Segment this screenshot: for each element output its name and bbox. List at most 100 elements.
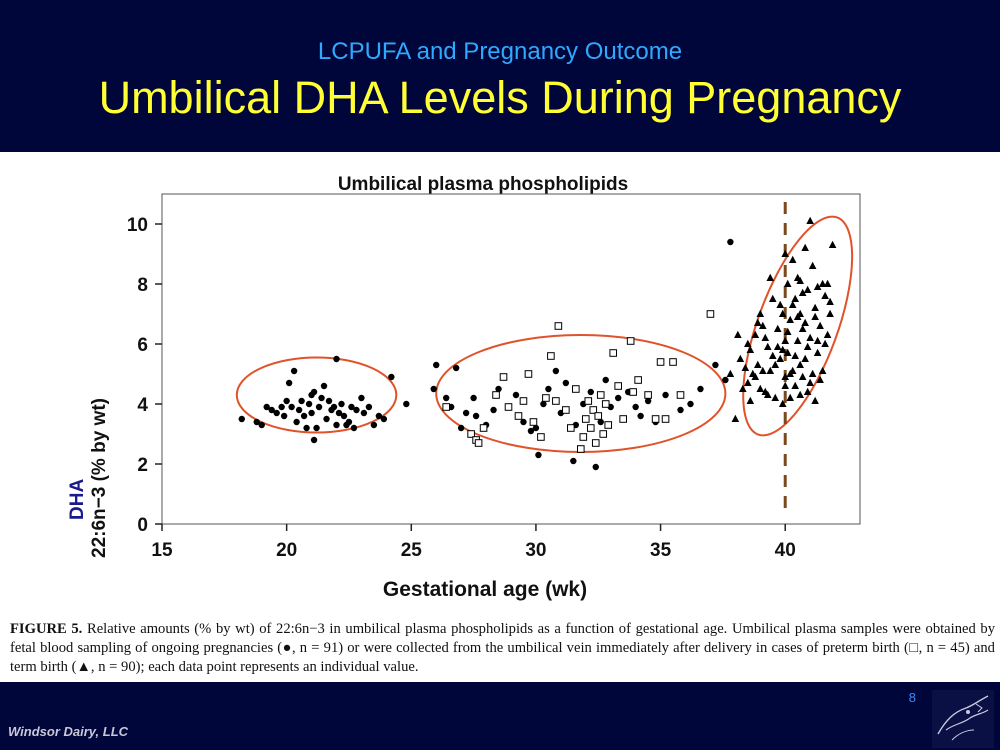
point-open-square <box>572 385 580 393</box>
point-filled-circle <box>320 382 328 390</box>
x-tick-label: 20 <box>276 540 297 561</box>
point-filled-circle <box>333 355 340 363</box>
y-tick-label: 6 <box>137 335 148 356</box>
point-filled-circle <box>303 424 310 432</box>
point-filled-circle <box>712 361 719 369</box>
point-filled-triangle <box>813 348 822 356</box>
point-filled-circle <box>520 418 527 426</box>
y-axis-label-group: DHA 22:6n−3 (% by wt) <box>67 398 110 558</box>
point-filled-triangle <box>823 279 832 287</box>
point-open-square <box>479 424 488 432</box>
point-filled-triangle <box>771 360 780 368</box>
filled-circle-icon: ● <box>282 640 292 656</box>
point-filled-circle <box>562 379 570 387</box>
open-square-icon: □ <box>908 640 919 656</box>
y-tick-label: 0 <box>137 515 148 536</box>
point-filled-circle <box>614 394 622 402</box>
point-open-square <box>596 391 605 399</box>
point-filled-triangle <box>793 336 802 344</box>
point-filled-circle <box>388 373 395 381</box>
point-filled-triangle <box>821 291 829 299</box>
point-open-square <box>591 439 600 447</box>
point-filled-circle <box>350 424 358 432</box>
point-filled-circle <box>512 391 520 399</box>
point-open-square <box>604 421 613 429</box>
point-filled-triangle <box>791 381 799 389</box>
point-filled-triangle <box>828 240 837 248</box>
x-tick-label: 35 <box>650 540 672 561</box>
point-filled-circle <box>532 424 540 432</box>
point-filled-circle <box>632 403 639 411</box>
point-filled-circle <box>697 385 704 393</box>
point-filled-triangle <box>813 336 822 344</box>
point-filled-circle <box>592 463 599 471</box>
point-filled-triangle <box>781 372 790 380</box>
point-filled-triangle <box>811 396 819 404</box>
point-open-square <box>609 349 618 357</box>
point-open-square <box>552 397 560 405</box>
point-filled-triangle <box>808 261 817 269</box>
point-filled-triangle <box>758 366 767 374</box>
point-filled-triangle <box>751 372 760 380</box>
point-filled-triangle <box>806 333 814 341</box>
point-filled-triangle <box>801 354 809 362</box>
point-filled-circle <box>318 394 325 402</box>
point-filled-circle <box>375 412 383 420</box>
caption-text-1: Relative amounts (% by wt) of 22:6n−3 in… <box>10 621 995 656</box>
point-open-square <box>519 397 528 405</box>
point-open-square <box>676 391 685 399</box>
point-open-square <box>656 358 665 366</box>
point-filled-circle <box>358 394 365 402</box>
point-open-square <box>589 406 598 414</box>
plot-frame <box>161 193 861 525</box>
point-filled-circle <box>258 421 265 429</box>
point-filled-circle <box>273 409 280 417</box>
x-tick-label: 15 <box>151 540 173 561</box>
point-filled-triangle <box>778 309 787 317</box>
point-filled-triangle <box>776 354 785 362</box>
point-filled-triangle <box>768 351 777 359</box>
point-filled-circle <box>442 394 450 402</box>
point-open-square <box>467 430 475 438</box>
point-filled-triangle <box>826 297 834 305</box>
point-filled-triangle <box>816 321 824 329</box>
point-filled-circle <box>305 400 313 408</box>
chart-area: Umbilical plasma phospholipids 15 20 25 30 3… <box>0 152 1000 612</box>
point-filled-triangle <box>741 363 750 371</box>
point-filled-triangle <box>781 249 790 257</box>
point-filled-triangle <box>816 375 824 383</box>
point-filled-circle <box>285 379 293 387</box>
point-open-square <box>601 400 610 408</box>
point-filled-triangle <box>753 318 762 326</box>
point-open-square <box>514 412 523 420</box>
point-open-square <box>626 337 635 345</box>
point-open-square <box>492 391 500 399</box>
point-filled-circle <box>308 409 315 417</box>
page-number: 8 <box>908 690 916 705</box>
point-filled-circle <box>338 400 345 408</box>
point-filled-triangle <box>766 366 775 374</box>
point-filled-circle <box>687 400 694 408</box>
point-filled-triangle <box>823 330 832 338</box>
point-filled-circle <box>545 385 552 393</box>
point-filled-triangle <box>813 282 822 290</box>
point-filled-triangle <box>791 351 799 359</box>
point-filled-triangle <box>803 342 812 350</box>
point-filled-circle <box>340 412 348 420</box>
point-filled-circle <box>462 409 470 417</box>
point-filled-triangle <box>803 387 812 395</box>
point-filled-circle <box>403 400 410 408</box>
point-open-square <box>634 376 642 384</box>
point-filled-circle <box>597 418 604 426</box>
point-filled-triangle <box>793 312 802 320</box>
figure-caption: FIGURE 5. Relative amounts (% by wt) of … <box>10 620 995 677</box>
point-open-square <box>577 445 585 453</box>
point-filled-circle <box>313 424 320 432</box>
point-filled-circle <box>253 418 260 426</box>
point-filled-triangle <box>783 279 792 287</box>
point-filled-circle <box>333 421 340 429</box>
caption-text-3: , n = 45) and term birth ( <box>10 640 995 675</box>
point-filled-triangle <box>778 399 787 407</box>
point-open-square <box>474 439 483 447</box>
point-filled-triangle <box>781 381 790 389</box>
